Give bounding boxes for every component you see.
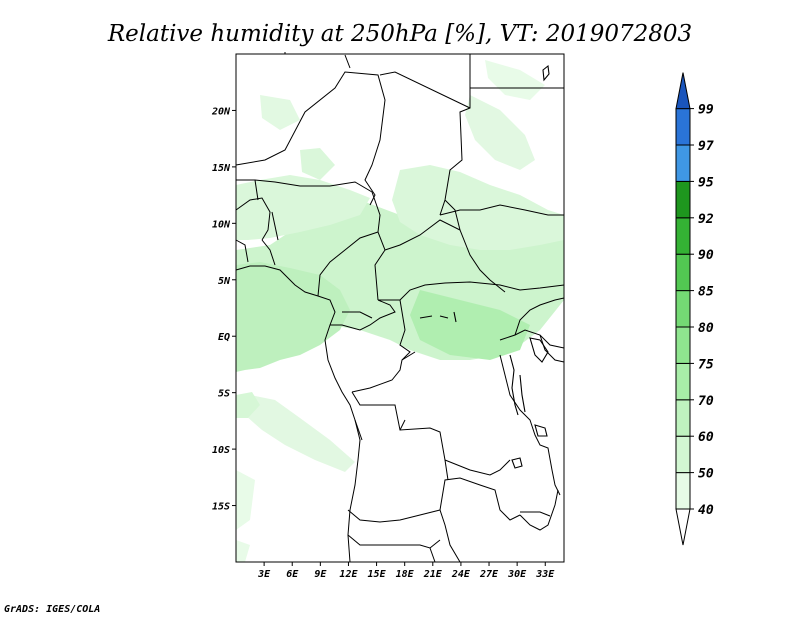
colorbar-bin <box>675 217 691 255</box>
colorbar-bin <box>675 253 691 292</box>
map-title: Relative humidity at 250hPa [%], VT: 201… <box>107 21 692 47</box>
colorbar-label: 40 <box>698 503 714 518</box>
lon-tick-label: 15E <box>368 569 387 580</box>
lat-tick-label: 15S <box>212 502 230 513</box>
lat-tick-label: 15N <box>212 163 231 174</box>
lon-tick-label: 27E <box>479 569 499 580</box>
colorbar-label: 90 <box>698 248 714 263</box>
colorbar-bin <box>675 290 691 328</box>
lon-tick-label: 6E <box>286 569 299 580</box>
colorbar-label: 75 <box>698 357 714 372</box>
colorbar-bottom-triangle <box>675 508 691 546</box>
lat-tick-label: 10N <box>212 219 231 230</box>
colorbar-label: 80 <box>698 321 714 336</box>
colorbar-label: 99 <box>698 103 714 118</box>
lon-tick-label: 21E <box>423 569 443 580</box>
colorbar-bin <box>675 180 691 219</box>
humidity-shading <box>236 60 564 562</box>
colorbar-bin <box>675 399 691 437</box>
colorbar-label: 97 <box>698 139 714 154</box>
map-frame <box>235 53 565 563</box>
lon-tick-label: 30E <box>507 569 527 580</box>
lat-tick-label: 10S <box>212 445 230 456</box>
map-panel: 20N 15N 10N 5N EQ 5S 10S 15S 3E 6E 9E 12E 15E 18E 21E… <box>211 52 565 580</box>
lon-tick-label: 18E <box>396 569 415 580</box>
lon-tick-label: 12E <box>339 569 358 580</box>
colorbar-top-triangle <box>675 72 691 110</box>
colorbar-bin <box>675 108 691 146</box>
colorbar: 40 50 60 70 75 80 85 90 92 95 97 99 <box>675 72 714 546</box>
lon-tick-label: 33E <box>535 569 555 580</box>
coastlines-and-borders <box>235 52 565 563</box>
colorbar-bin <box>675 326 691 364</box>
lat-tick-label: 5N <box>218 276 231 287</box>
lon-tick-label: 24E <box>451 569 471 580</box>
colorbar-bin <box>675 144 691 182</box>
colorbar-label: 70 <box>698 394 714 409</box>
latitude-axis: 20N 15N 10N 5N EQ 5S 10S 15S <box>211 106 236 513</box>
lon-tick-label: 9E <box>314 569 327 580</box>
lat-tick-label: EQ <box>218 332 230 343</box>
colorbar-label: 50 <box>698 467 714 482</box>
lon-tick-label: 3E <box>257 569 271 580</box>
credit-text: GrADS: IGES/COLA <box>4 604 100 615</box>
lakes <box>419 64 551 517</box>
colorbar-label: 92 <box>698 212 714 227</box>
colorbar-label: 85 <box>698 285 714 300</box>
colorbar-bin <box>675 472 691 510</box>
lat-tick-label: 20N <box>211 106 231 117</box>
colorbar-label: 60 <box>698 430 714 445</box>
colorbar-bin <box>675 435 691 474</box>
lat-tick-label: 5S <box>218 389 230 400</box>
colorbar-label: 95 <box>698 175 714 190</box>
colorbar-bin <box>675 362 691 401</box>
longitude-axis: 3E 6E 9E 12E 15E 18E 21E 24E 27E 30E 33E <box>257 562 555 580</box>
